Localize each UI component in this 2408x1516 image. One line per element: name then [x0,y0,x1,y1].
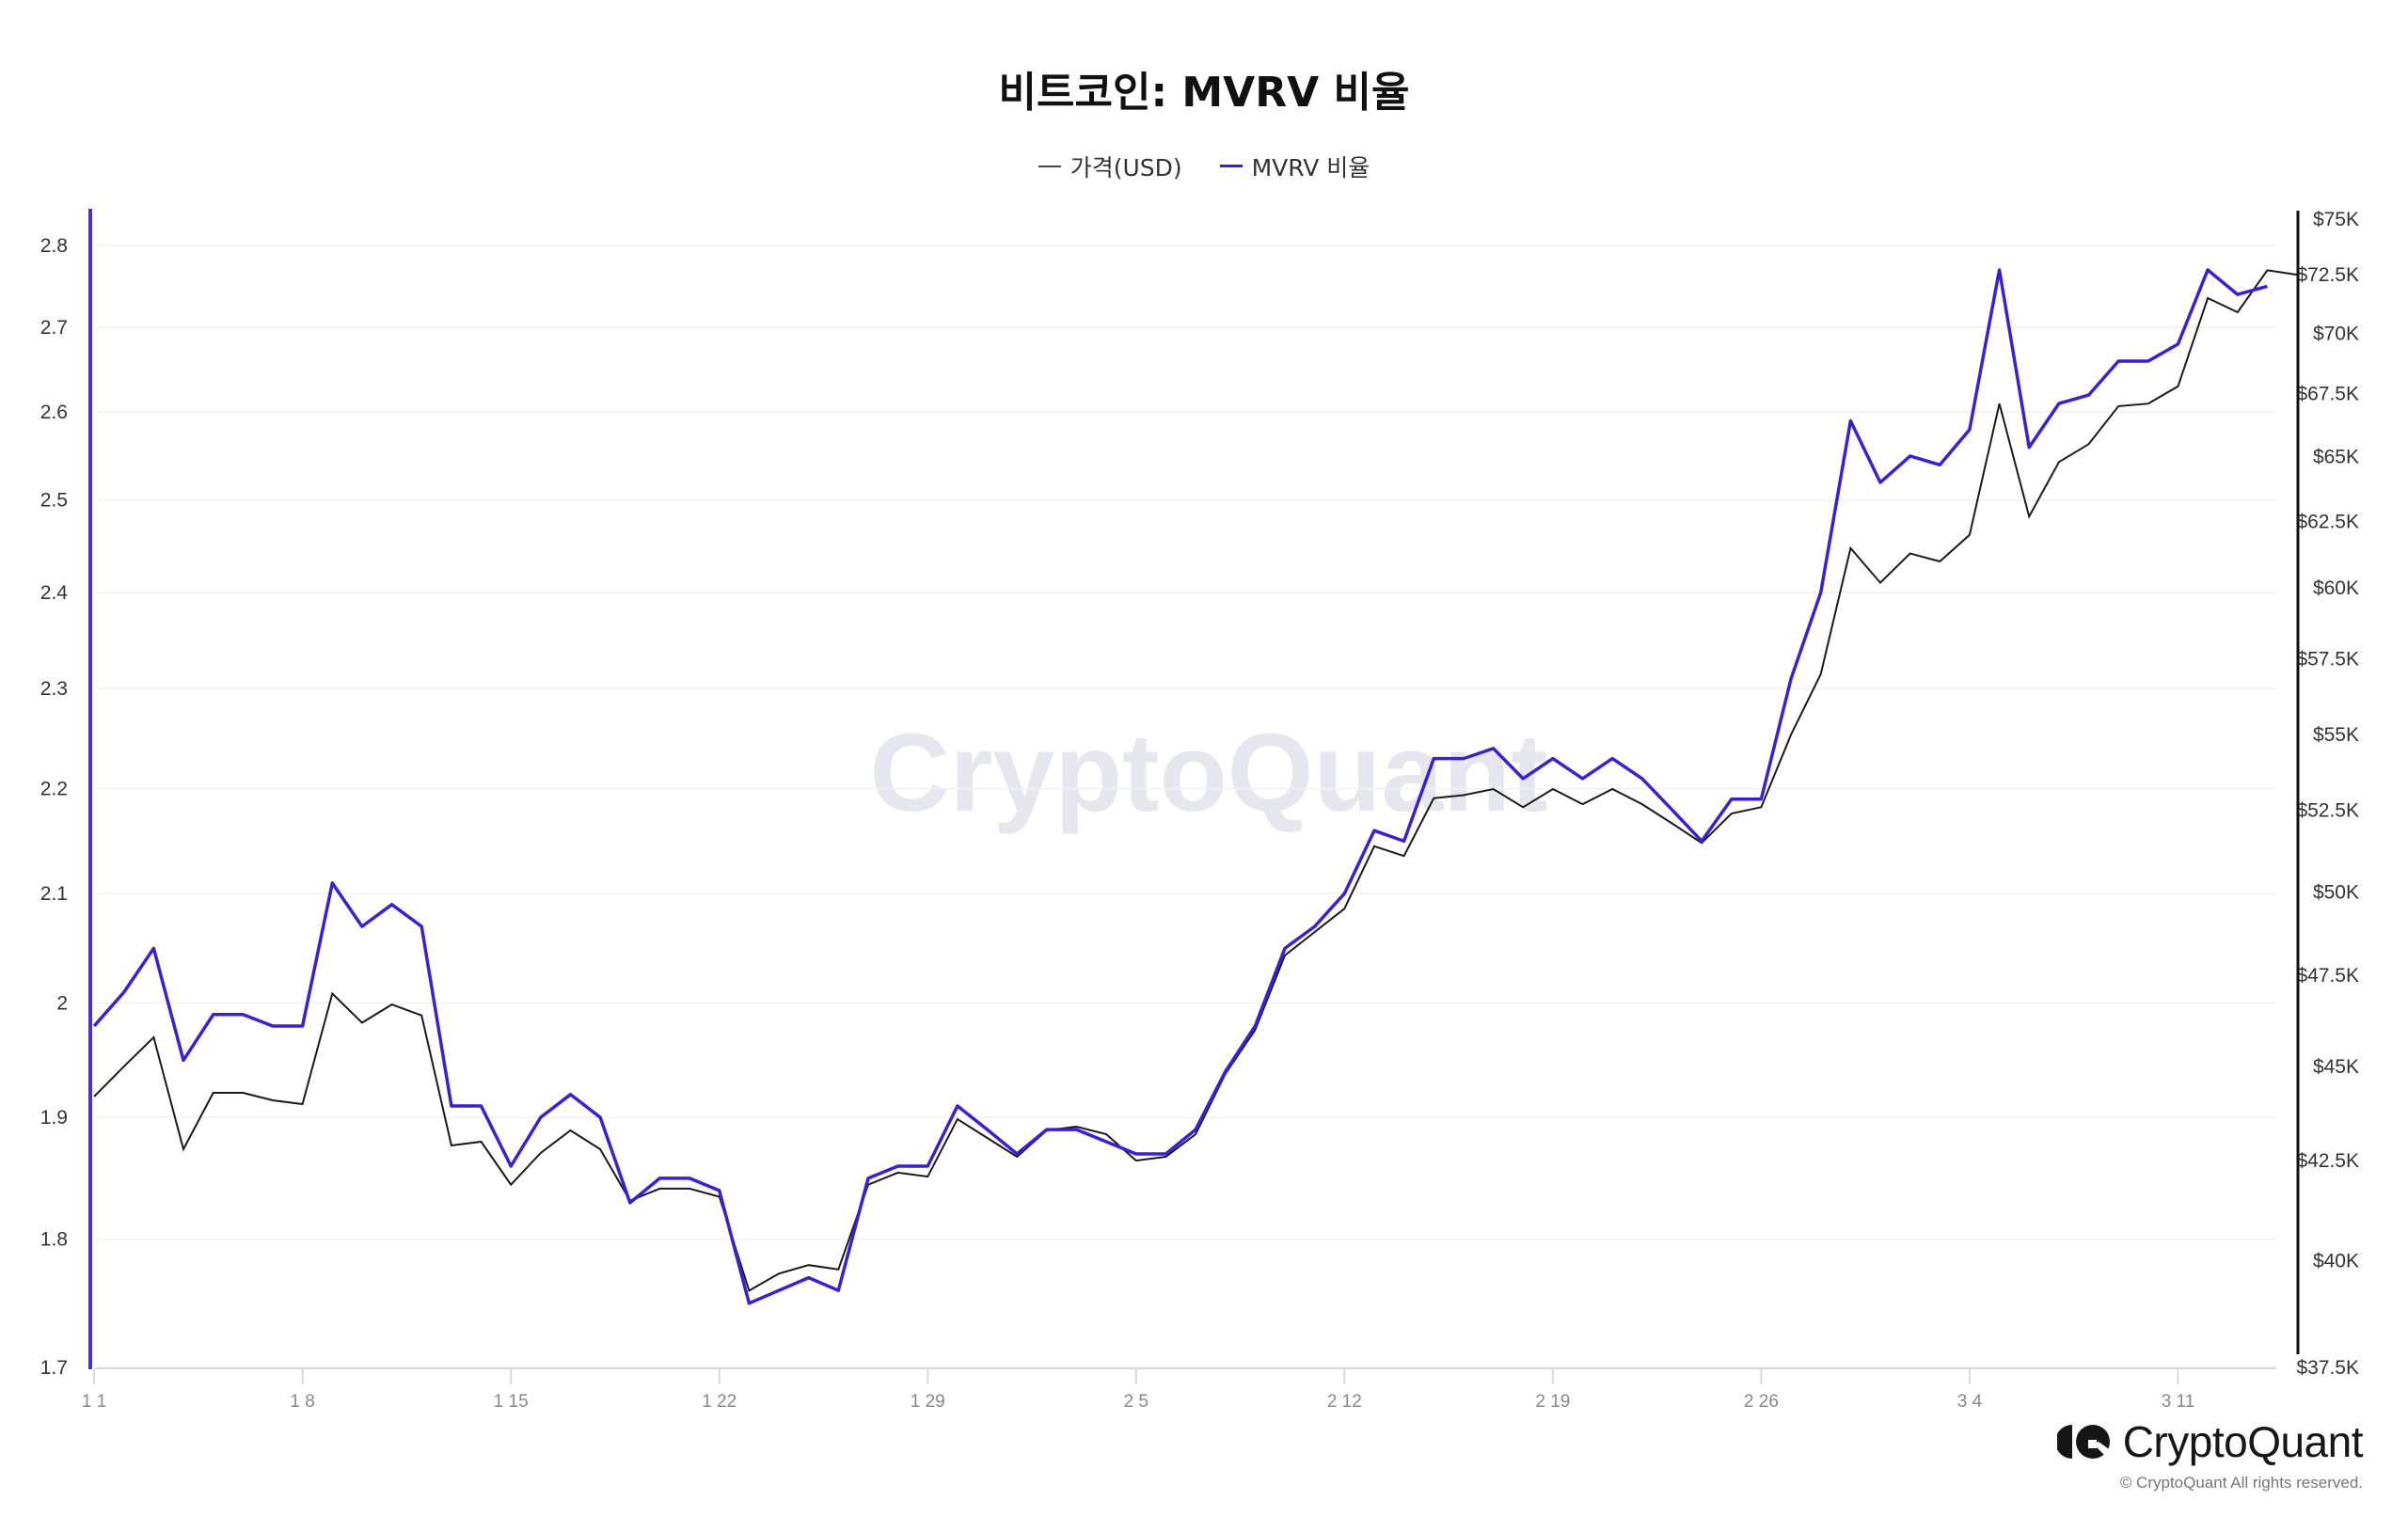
x-tick-label: 2 5 [1124,1392,1149,1412]
left-y-tick-label: 2.1 [40,883,68,905]
right-y-tick-label: $75K [2313,209,2359,230]
cryptoquant-logo: CryptoQuant [2056,1416,2364,1467]
price-series-line[interactable] [93,269,2298,1292]
right-y-tick-label: $42.5K [2296,1150,2359,1172]
x-tick-label: 1 29 [911,1392,945,1412]
right-y-tick-label: $55K [2313,724,2359,746]
chart-title: 비트코인: MVRV 비율 [998,69,1410,117]
right-y-tick-label: $70K [2313,323,2359,344]
left-y-tick-label: 2.5 [40,490,68,512]
right-y-tick-label: $50K [2313,882,2359,904]
x-tick-label: 1 15 [494,1392,529,1412]
x-tick-label: 2 26 [1744,1392,1779,1412]
left-y-tick-label: 2.7 [40,317,68,339]
brand-name: CryptoQuant [2122,1417,2364,1466]
x-tick-label: 3 4 [1957,1392,1983,1412]
watermark: CryptoQuant [869,711,1547,835]
x-tick-label: 3 11 [2162,1392,2195,1412]
right-y-tick-label: $65K [2313,447,2359,468]
x-tick-label: 2 12 [1327,1392,1362,1412]
left-y-axis: 2.8 2.7 2.6 2.5 2.4 2.3 2.2 2.1 2 1.9 1.8 1.7 [40,235,69,1379]
x-tick-label: 1 22 [702,1392,737,1412]
x-tick-label: 1 1 [82,1392,106,1412]
right-y-tick-label: $40K [2313,1251,2359,1272]
left-y-tick-label: 1.8 [40,1229,68,1251]
right-y-tick-label: $67.5K [2296,383,2359,404]
chart-legend: 가격(USD) MVRV 비율 [0,146,2408,183]
left-y-tick-label: 2.8 [40,235,68,257]
right-y-tick-label: $62.5K [2296,512,2359,533]
x-tick-label: 2 19 [1535,1392,1570,1412]
left-y-tick-label: 2.3 [40,678,68,700]
right-y-tick-label: $52.5K [2296,800,2359,822]
left-y-tick-label: 2.2 [40,779,68,800]
legend-item-mvrv[interactable]: MVRV 비율 [1219,150,1370,183]
right-y-tick-label: $60K [2313,577,2359,599]
x-tick-label: 1 8 [290,1392,314,1412]
legend-label-price: 가격(USD) [1069,154,1182,182]
legend-label-mvrv: MVRV 비율 [1251,153,1370,182]
cryptoquant-logo-icon [2056,1425,2112,1459]
left-y-tick-label: 2.6 [40,402,68,423]
left-y-tick-label: 1.7 [40,1357,68,1379]
copyright-text: © CryptoQuant All rights reserved. [2119,1474,2363,1492]
right-y-tick-label: $72.5K [2296,264,2359,286]
right-y-tick-label: $47.5K [2296,965,2359,987]
right-y-tick-label: $45K [2313,1056,2359,1078]
left-y-tick-label: 2 [56,993,68,1015]
right-y-tick-label: $37.5K [2296,1357,2359,1379]
right-y-tick-label: $57.5K [2296,649,2359,671]
mvrv-line-swatch-icon [1219,165,1243,167]
left-y-tick-label: 2.4 [40,582,69,604]
left-y-tick-label: 1.9 [40,1107,68,1129]
price-line-swatch-icon [1038,166,1061,167]
grid-lines [98,245,2276,1368]
right-y-axis: $75K $72.5K $70K $67.5K $65K $62.5K $60K $57.5K… [2296,209,2359,1379]
x-axis: 1 1 1 8 1 15 1 22 1 29 2 5 2 12 2 19 2 26 3 4 3 11 [82,1369,2194,1412]
mvrv-series-line[interactable] [92,268,2268,1305]
legend-item-price[interactable]: 가격(USD) [1038,150,1182,183]
